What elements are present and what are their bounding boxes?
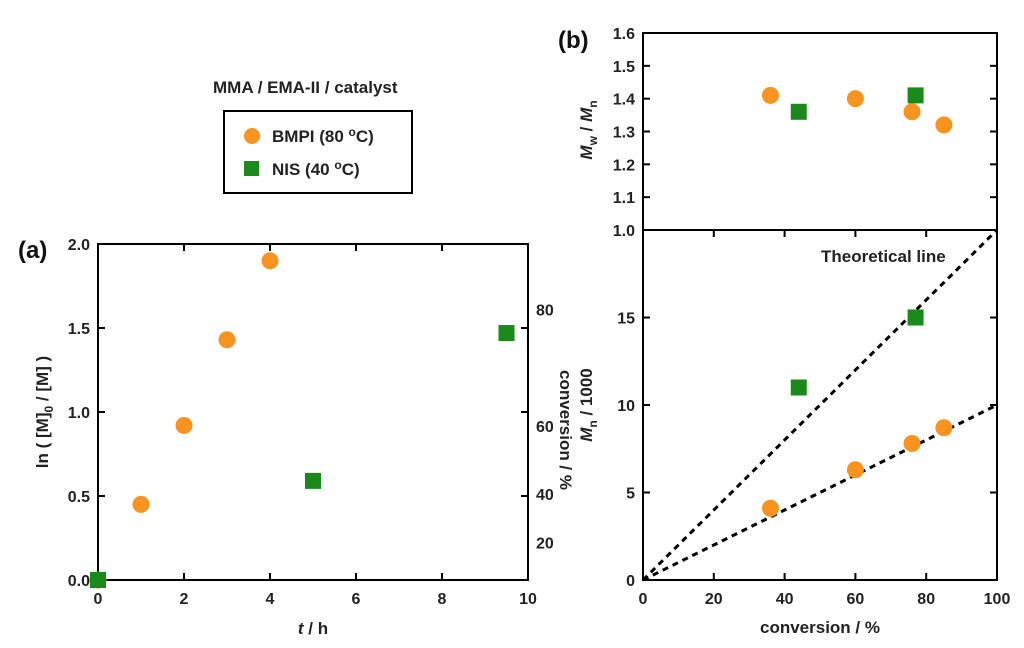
xtick-label-a-3: 6 xyxy=(352,591,361,608)
xtick-label-a-2: 4 xyxy=(266,591,275,608)
panel-b-bottom-points xyxy=(761,309,953,517)
ytick-label-a-0: 0.0 xyxy=(68,573,90,590)
panel-a-ylabel: ln ( [M]0 / [M] ) xyxy=(33,356,56,468)
xtick-label-a-0: 0 xyxy=(94,591,103,608)
point-bmpi-a-3 xyxy=(218,331,236,349)
ytick-label-b_top-6: 1.6 xyxy=(613,26,635,43)
xtick-label-b_bottom-3: 60 xyxy=(847,591,865,608)
xtick-label-b_bottom-0: 0 xyxy=(639,591,648,608)
legend-title: MMA / EMA-II / catalyst xyxy=(213,78,398,97)
ytick-label-b_top-2: 1.2 xyxy=(613,157,635,174)
panel-a-frame xyxy=(97,243,529,581)
ytick-label-b_bottom-2: 10 xyxy=(617,398,635,415)
ytick-label-b_top-5: 1.5 xyxy=(613,59,635,76)
point-nis-b_top-0 xyxy=(790,103,807,120)
theoretical-line-0 xyxy=(641,228,999,582)
panel-b-bottom-ticks: 0 20 40 60 80 100 0 5 10 15 xyxy=(617,230,1010,608)
xtick-label-b_bottom-1: 20 xyxy=(705,591,723,608)
point-bmpi-b_bottom-2 xyxy=(903,435,921,452)
point-bmpi-a-2 xyxy=(175,416,193,434)
panel-a-points xyxy=(89,252,515,589)
legend-box xyxy=(223,110,413,194)
y2tick-label-3: 80 xyxy=(536,303,554,320)
panel-b-bottom-xlabel: conversion / % xyxy=(760,618,880,637)
point-nis-b_bottom-0 xyxy=(790,379,807,396)
ytick-label-b_top-4: 1.4 xyxy=(613,92,635,109)
xtick-label-b_bottom-2: 40 xyxy=(776,591,794,608)
panel-b-bottom-theoretical-lines xyxy=(641,228,999,582)
panel-a-label: (a) xyxy=(18,237,47,264)
point-bmpi-b_top-3 xyxy=(935,116,953,134)
point-nis-a-0 xyxy=(90,572,106,588)
ytick-label-b_bottom-3: 15 xyxy=(617,311,635,328)
xtick-label-a-5: 10 xyxy=(519,591,537,608)
legend-bmpi-marker xyxy=(244,128,260,144)
legend-nis-label: NIS (40 oC) xyxy=(272,158,360,179)
point-bmpi-a-1 xyxy=(132,495,150,513)
panel-a-ticks: 0 2 4 6 8 10 0.0 0.5 1.0 1.5 2.0 20 40 60 80 xyxy=(68,237,554,608)
y2tick-label-2: 60 xyxy=(536,419,554,436)
panel-b-top-points xyxy=(761,86,953,134)
xtick-label-b_bottom-5: 100 xyxy=(984,591,1011,608)
y2tick-label-1: 40 xyxy=(536,487,554,504)
panel-b-top-ylabel: Mw / Mn xyxy=(577,100,600,159)
point-nis-b_top-1 xyxy=(907,87,924,104)
point-bmpi-b_bottom-0 xyxy=(761,499,779,517)
point-nis-a-1 xyxy=(305,472,321,489)
panel-b-bottom-ylabel: Mn / 1000 xyxy=(577,368,600,442)
y2tick-label-0: 20 xyxy=(536,536,554,553)
xtick-label-a-1: 2 xyxy=(180,591,189,608)
panel-b-top-ticks: 1.0 1.1 1.2 1.3 1.4 1.5 1.6 xyxy=(613,26,997,240)
ytick-label-b_top-0: 1.0 xyxy=(613,223,635,240)
legend-bmpi-label: BMPI (80 oC) xyxy=(272,125,374,146)
point-bmpi-b_top-2 xyxy=(903,103,921,121)
ytick-label-a-4: 2.0 xyxy=(68,237,90,254)
panel-a-xlabel: t / h xyxy=(298,619,328,638)
ytick-label-a-2: 1.0 xyxy=(68,405,90,422)
panel-a-y2label: conversion / % xyxy=(556,370,575,490)
ytick-label-b_bottom-0: 0 xyxy=(626,573,635,590)
legend-nis-marker xyxy=(244,161,259,176)
ytick-label-b_top-1: 1.1 xyxy=(613,190,635,207)
point-bmpi-a-4 xyxy=(261,252,279,270)
point-bmpi-b_top-1 xyxy=(846,90,864,108)
theoretical-line-annotation: Theoretical line xyxy=(821,247,946,266)
xtick-label-b_bottom-4: 80 xyxy=(917,591,935,608)
point-bmpi-b_bottom-3 xyxy=(935,419,953,437)
xtick-label-a-4: 8 xyxy=(438,591,447,608)
point-nis-b_bottom-1 xyxy=(907,309,924,326)
point-bmpi-b_top-0 xyxy=(761,86,779,104)
ytick-label-a-3: 1.5 xyxy=(68,321,90,338)
ytick-label-b_top-3: 1.3 xyxy=(613,125,635,142)
ytick-label-b_bottom-1: 5 xyxy=(626,486,635,503)
ytick-label-a-1: 0.5 xyxy=(68,489,90,506)
point-nis-a-2 xyxy=(498,325,515,342)
panel-b-label: (b) xyxy=(558,27,589,54)
point-bmpi-b_bottom-1 xyxy=(846,461,864,479)
